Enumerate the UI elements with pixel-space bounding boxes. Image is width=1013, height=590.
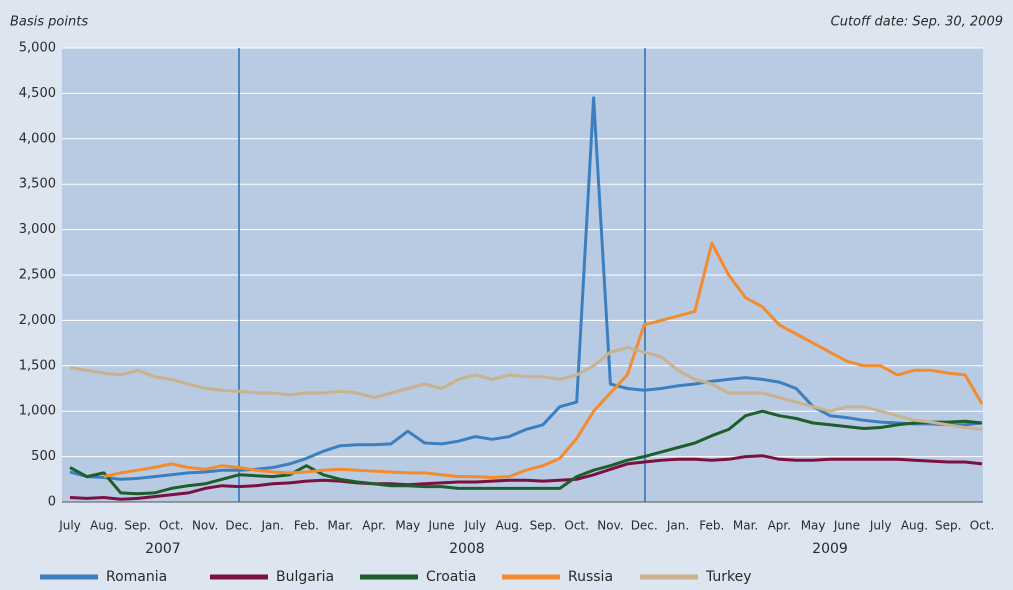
series-line [69,409,983,496]
x-tick-label: Aug. [90,519,117,533]
y-tick-label: 3,000 [19,222,56,237]
x-tick-label: Oct. [564,519,589,533]
x-tick-label: July [58,519,81,533]
x-tick-label: Jan. [666,519,689,533]
y-tick-label: 1,500 [19,358,56,373]
y-tick-label: 4,000 [19,131,56,146]
y-tick-label: 4,500 [19,86,56,101]
x-tick-label: Oct. [159,519,184,533]
x-tick-label: Sep. [530,519,556,533]
x-tick-label: Aug. [901,519,928,533]
x-tick-label: Mar. [328,519,353,533]
x-tick-label: Nov. [192,519,218,533]
legend-label: Russia [568,569,613,585]
legend-label: Croatia [426,569,476,585]
grid [62,47,983,503]
x-tick-label: Feb. [294,519,319,533]
y-tick-label: 0 [48,495,56,510]
lines [69,96,984,501]
x-tick-label: Dec. [631,519,658,533]
y-tick-label: 1,000 [19,404,56,419]
series-line [69,454,983,501]
y-tick-label: 5,000 [19,41,56,56]
x-tick-label: June [833,519,860,533]
x-tick-label: Apr. [768,519,791,533]
legend-label: Turkey [705,569,752,585]
y-tick-label: 3,500 [19,177,56,192]
year-label: 2008 [449,541,485,557]
x-tick-label: Apr. [362,519,385,533]
x-tick-label: Oct. [970,519,995,533]
x-tick-label: July [464,519,487,533]
y-tick-label: 2,500 [19,268,56,283]
y-tick-label: 500 [31,449,56,464]
series-line [103,241,984,479]
year-label: 2009 [812,541,848,557]
y-unit-label: Basis points [10,15,88,30]
legend-label: Romania [106,569,167,585]
x-tick-label: Sep. [124,519,150,533]
x-tick-label: May [395,519,420,533]
y-tick-label: 2,000 [19,313,56,328]
x-tick-label: Aug. [495,519,522,533]
x-tick-label: Mar. [733,519,758,533]
series-line [69,346,983,431]
cutoff-note: Cutoff date: Sep. 30, 2009 [831,15,1003,30]
x-tick-label: Jan. [261,519,284,533]
x-tick-label: May [801,519,826,533]
legend-label: Bulgaria [276,569,334,585]
x-tick-label: Sep. [935,519,961,533]
x-tick-label: July [869,519,892,533]
x-tick-label: June [427,519,454,533]
year-label: 2007 [145,541,181,557]
series-line [69,96,983,481]
x-tick-label: Nov. [597,519,623,533]
x-tick-label: Dec. [225,519,252,533]
x-tick-label: Feb. [699,519,724,533]
